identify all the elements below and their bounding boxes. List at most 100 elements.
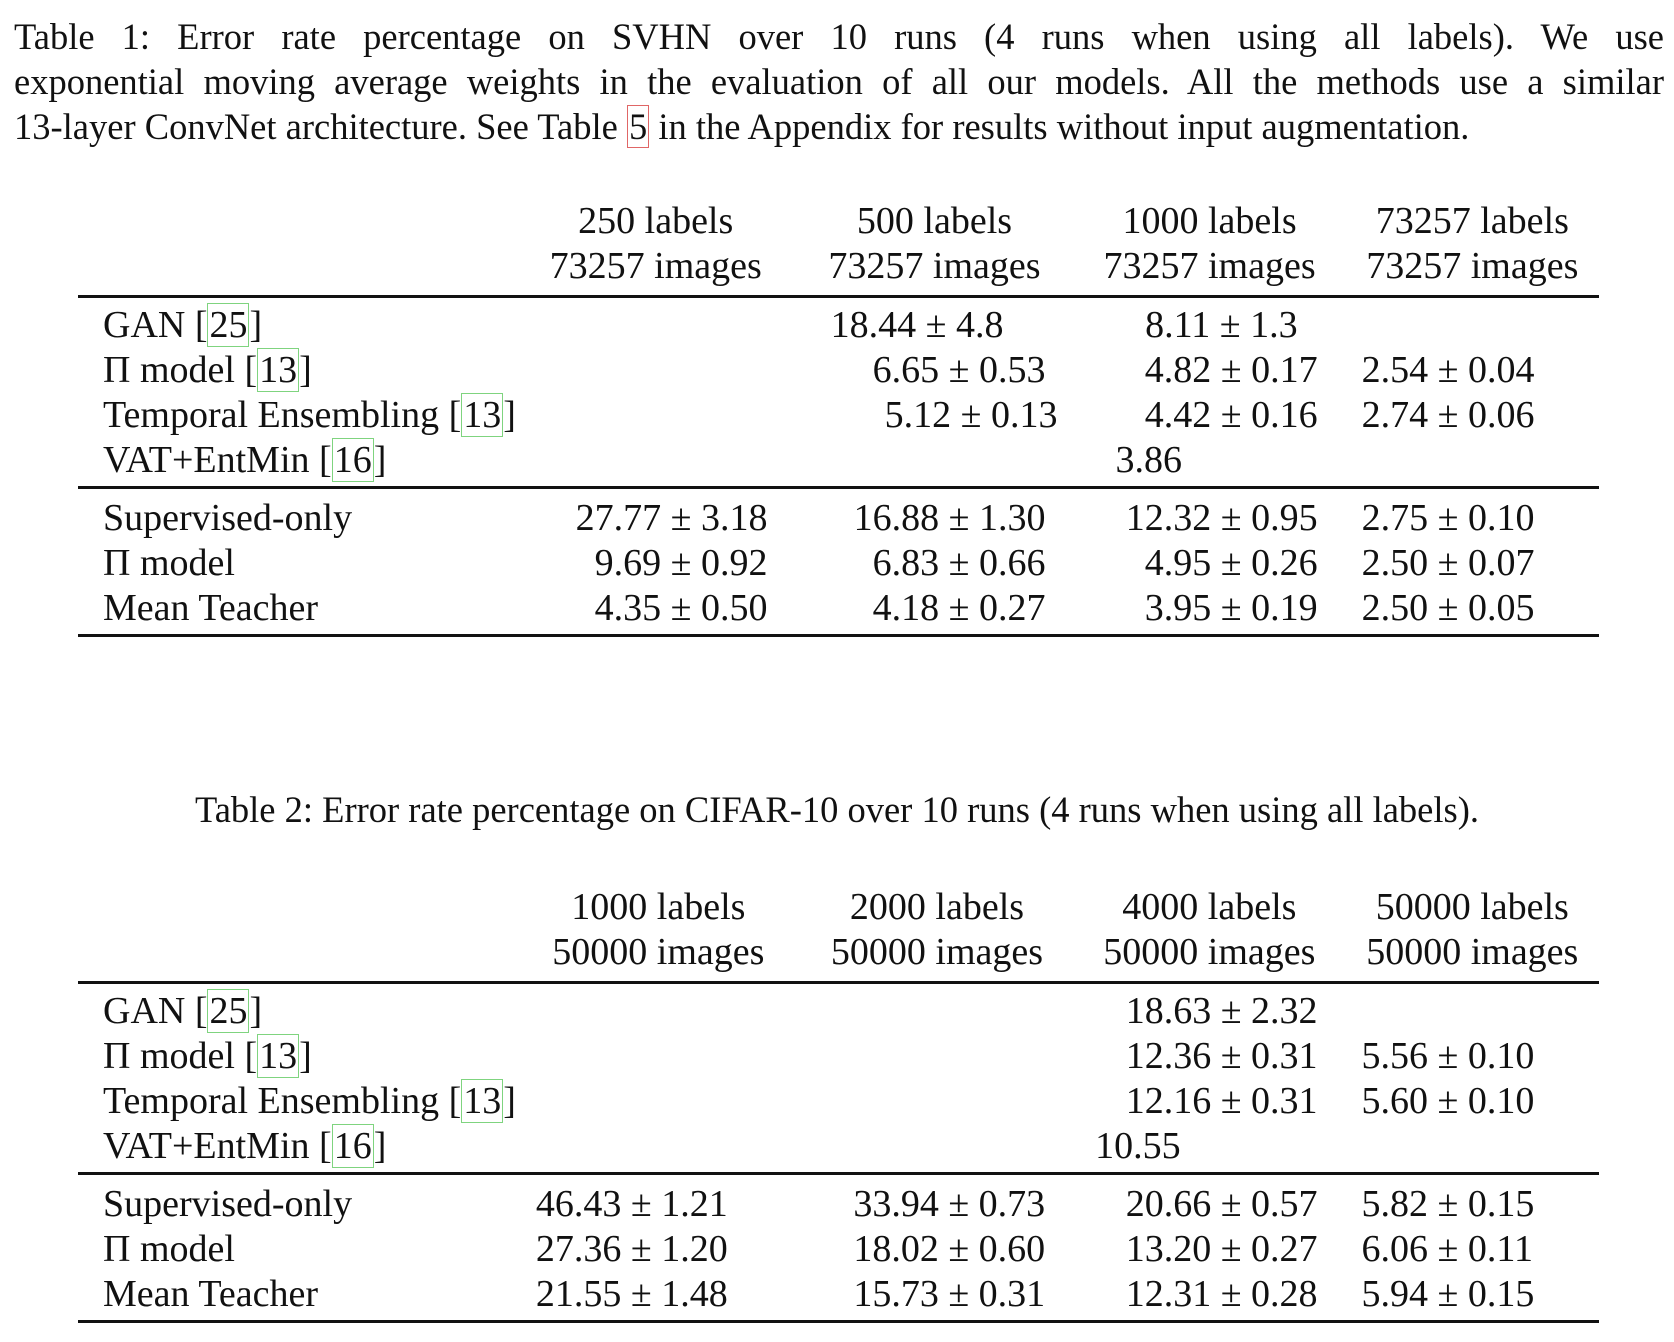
table-row: VAT+EntMin [16] 3.86 bbox=[78, 438, 1599, 488]
result-cell bbox=[516, 393, 796, 438]
result-cell bbox=[516, 1079, 801, 1124]
method-name: Π model bbox=[103, 542, 235, 584]
result-cell bbox=[516, 983, 801, 1035]
result-cell: 9.69 ± 0.92 bbox=[594, 542, 768, 584]
table2-header-col-1: 1000 labels 50000 images bbox=[516, 885, 801, 983]
method-name: Π model bbox=[103, 1035, 235, 1077]
citation-link[interactable]: 16 bbox=[331, 438, 374, 482]
result-cell: 4.95 ± 0.26 bbox=[1144, 542, 1318, 584]
table2-header-col-4-labels: 50000 labels bbox=[1375, 886, 1569, 928]
table-row: VAT+EntMin [16] 10.55 bbox=[78, 1124, 1599, 1174]
method-name-cell: VAT+EntMin [16] bbox=[103, 438, 387, 482]
result-cell: 20.66 ± 0.57 bbox=[1125, 1183, 1318, 1225]
result-cell: 13.20 ± 0.27 bbox=[1125, 1228, 1318, 1270]
table-row: Mean Teacher 21.55 ± 1.48 15.73 ± 0.31 1… bbox=[78, 1272, 1599, 1322]
result-cell: 46.43 ± 1.21 bbox=[535, 1183, 728, 1225]
citation-link[interactable]: 13 bbox=[257, 348, 300, 392]
table1-header-col-3-images: 73257 images bbox=[1103, 245, 1316, 287]
best-result-cell: 4.18 ± 0.27 bbox=[872, 587, 1046, 629]
method-name: Mean Teacher bbox=[103, 587, 319, 629]
table1-header-col-3: 1000 labels 73257 images bbox=[1073, 199, 1345, 297]
result-cell: 5.56 ± 0.10 bbox=[1361, 1035, 1535, 1077]
table1-header-col-2: 500 labels 73257 images bbox=[796, 199, 1074, 297]
result-cell bbox=[796, 438, 1074, 488]
method-name-cell: Π model [13] bbox=[103, 348, 312, 392]
table1-header-col-4-images: 73257 images bbox=[1366, 245, 1579, 287]
method-name: GAN bbox=[103, 990, 186, 1032]
table2-header-col-2: 2000 labels 50000 images bbox=[801, 885, 1073, 983]
result-cell: 5.12 ± 0.13 bbox=[884, 394, 1058, 436]
table2-cifar10-results: 1000 labels 50000 images 2000 labels 50000… bbox=[78, 885, 1599, 1323]
result-cell bbox=[516, 1124, 801, 1174]
result-cell: 12.32 ± 0.95 bbox=[1125, 497, 1318, 539]
table1-caption-text-b: in the Appendix for results without inpu… bbox=[658, 106, 1470, 147]
result-cell: 33.94 ± 0.73 bbox=[853, 1183, 1046, 1225]
result-cell: 27.36 ± 1.20 bbox=[535, 1228, 728, 1270]
citation-link[interactable]: 13 bbox=[257, 1034, 300, 1078]
method-name: Supervised-only bbox=[103, 1183, 353, 1225]
result-cell bbox=[1346, 438, 1599, 488]
table1-header-col-1: 250 labels 73257 images bbox=[516, 199, 796, 297]
method-name-cell: VAT+EntMin [16] bbox=[103, 1124, 387, 1168]
table-row: Temporal Ensembling [13] 12.16 ± 0.31 5.… bbox=[78, 1079, 1599, 1124]
result-cell bbox=[801, 1124, 1073, 1174]
table1-header-col-3-labels: 1000 labels bbox=[1122, 200, 1297, 242]
result-cell: 12.31 ± 0.28 bbox=[1125, 1273, 1318, 1315]
citation-link[interactable]: 25 bbox=[207, 989, 250, 1033]
table-row: Supervised-only 27.77 ± 3.18 16.88 ± 1.3… bbox=[78, 488, 1599, 542]
table-row: Π model [13] 12.36 ± 0.31 5.56 ± 0.10 bbox=[78, 1034, 1599, 1079]
method-name: Supervised-only bbox=[103, 497, 353, 539]
method-name: GAN bbox=[103, 304, 186, 346]
table2-header-col-3: 4000 labels 50000 images bbox=[1073, 885, 1345, 983]
citation-link[interactable]: 13 bbox=[461, 393, 504, 437]
table1-header-empty bbox=[78, 199, 516, 297]
table2-header-row: 1000 labels 50000 images 2000 labels 50000… bbox=[78, 885, 1599, 983]
table1-caption-text-a: 13-layer ConvNet architecture. See Table bbox=[14, 106, 618, 147]
table2-header-col-1-labels: 1000 labels bbox=[571, 886, 746, 928]
citation-link[interactable]: 16 bbox=[331, 1124, 374, 1168]
method-name: Mean Teacher bbox=[103, 1273, 319, 1315]
table1-header-col-2-images: 73257 images bbox=[828, 245, 1041, 287]
result-cell: 2.54 ± 0.04 bbox=[1361, 349, 1535, 391]
result-cell bbox=[801, 1079, 1073, 1124]
best-result-cell: 5.60 ± 0.10 bbox=[1361, 1080, 1535, 1122]
result-cell: 5.82 ± 0.15 bbox=[1361, 1183, 1535, 1225]
method-name: Temporal Ensembling bbox=[103, 394, 440, 436]
table2-header-col-2-images: 50000 images bbox=[830, 931, 1044, 973]
result-cell: 4.42 ± 0.16 bbox=[1144, 394, 1318, 436]
table2-header-col-3-labels: 4000 labels bbox=[1122, 886, 1297, 928]
table-row: GAN [25] 18.63 ± 2.32 bbox=[78, 983, 1599, 1035]
best-result-cell: 21.55 ± 1.48 bbox=[535, 1273, 728, 1315]
method-name: Π model bbox=[103, 1228, 235, 1270]
result-cell: 6.65 ± 0.53 bbox=[872, 349, 1046, 391]
table-row: Mean Teacher 4.35 ± 0.50 4.18 ± 0.27 3.9… bbox=[78, 586, 1599, 636]
method-name-cell: Temporal Ensembling [13] bbox=[103, 393, 516, 437]
result-cell: 2.75 ± 0.10 bbox=[1361, 497, 1535, 539]
table1-svhn-results: 250 labels 73257 images 500 labels 73257 i… bbox=[78, 199, 1599, 637]
method-name: VAT+EntMin bbox=[103, 439, 310, 481]
method-name-cell: GAN [25] bbox=[103, 989, 263, 1033]
table1-header-col-4-labels: 73257 labels bbox=[1375, 200, 1569, 242]
table1-header-col-1-labels: 250 labels bbox=[578, 200, 734, 242]
table2-header-col-4: 50000 labels 50000 images bbox=[1346, 885, 1599, 983]
table2-header-col-2-labels: 2000 labels bbox=[849, 886, 1025, 928]
result-cell: 8.11 ± 1.3 bbox=[1145, 304, 1298, 346]
citation-link[interactable]: 25 bbox=[207, 303, 250, 347]
table2-header-empty bbox=[78, 885, 516, 983]
citation-link[interactable]: 13 bbox=[461, 1079, 504, 1123]
result-cell: 2.74 ± 0.06 bbox=[1361, 394, 1535, 436]
method-name: Temporal Ensembling bbox=[103, 1080, 440, 1122]
result-cell bbox=[516, 348, 796, 393]
table1-caption-line-2: exponential moving average weights in th… bbox=[14, 61, 1664, 102]
table1-header-row: 250 labels 73257 images 500 labels 73257 i… bbox=[78, 199, 1599, 297]
result-cell bbox=[1346, 297, 1599, 349]
table-row: Temporal Ensembling [13] 5.12 ± 0.13 4.4… bbox=[78, 393, 1599, 438]
table-row: Supervised-only 46.43 ± 1.21 33.94 ± 0.7… bbox=[78, 1174, 1599, 1228]
result-cell: 5.94 ± 0.15 bbox=[1361, 1273, 1535, 1315]
table-row: Π model 27.36 ± 1.20 18.02 ± 0.60 13.20 … bbox=[78, 1227, 1599, 1272]
table1-header-col-4: 73257 labels 73257 images bbox=[1346, 199, 1599, 297]
result-cell: 3.95 ± 0.19 bbox=[1144, 587, 1318, 629]
result-cell bbox=[1346, 1124, 1599, 1174]
result-cell bbox=[1346, 983, 1599, 1035]
table-5-reference-link[interactable]: 5 bbox=[626, 105, 650, 148]
